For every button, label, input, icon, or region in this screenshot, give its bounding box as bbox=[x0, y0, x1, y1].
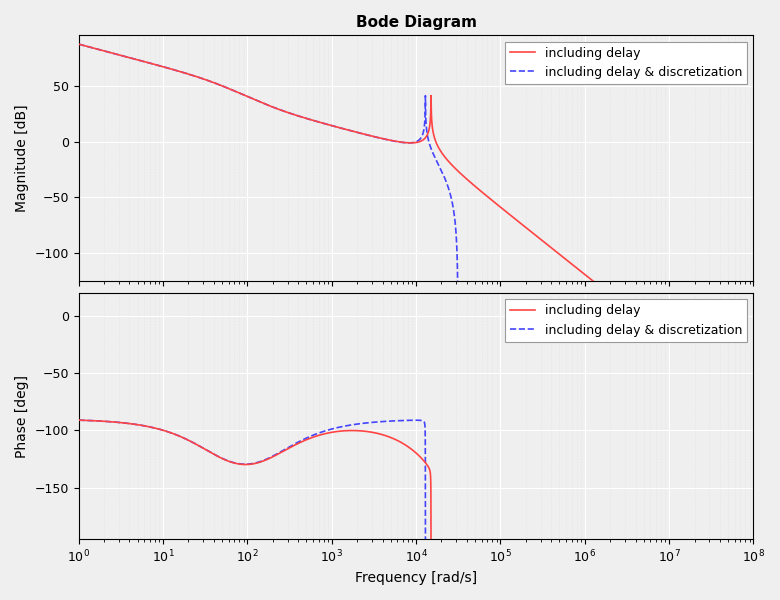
Line: including delay & discretization: including delay & discretization bbox=[79, 44, 458, 385]
including delay bbox=[242, 92, 251, 100]
including delay & discretization bbox=[285, 443, 295, 450]
including delay & discretization bbox=[394, 417, 403, 424]
Line: including delay: including delay bbox=[79, 420, 753, 600]
including delay & discretization bbox=[453, 381, 463, 388]
including delay & discretization bbox=[74, 416, 83, 424]
X-axis label: Frequency [rad/s]: Frequency [rad/s] bbox=[355, 571, 477, 585]
including delay & discretization bbox=[285, 110, 295, 117]
Line: including delay: including delay bbox=[79, 44, 753, 409]
including delay & discretization bbox=[307, 116, 317, 124]
including delay & discretization bbox=[335, 424, 344, 431]
including delay & discretization bbox=[321, 121, 330, 128]
Legend: including delay, including delay & discretization: including delay, including delay & discr… bbox=[505, 41, 747, 84]
including delay bbox=[74, 416, 83, 424]
Line: including delay & discretization: including delay & discretization bbox=[79, 420, 458, 600]
Legend: including delay, including delay & discretization: including delay, including delay & discr… bbox=[505, 299, 747, 341]
including delay bbox=[705, 370, 714, 377]
Y-axis label: Magnitude [dB]: Magnitude [dB] bbox=[15, 104, 29, 212]
including delay bbox=[749, 405, 758, 412]
including delay & discretization bbox=[394, 139, 403, 146]
Title: Bode Diagram: Bode Diagram bbox=[356, 15, 477, 30]
including delay bbox=[393, 437, 402, 444]
including delay bbox=[482, 193, 491, 200]
including delay & discretization bbox=[321, 427, 330, 434]
including delay bbox=[74, 41, 83, 48]
including delay bbox=[242, 461, 251, 468]
Y-axis label: Phase [deg]: Phase [deg] bbox=[15, 374, 29, 458]
including delay & discretization bbox=[335, 124, 344, 131]
including delay & discretization bbox=[307, 432, 317, 439]
including delay & discretization bbox=[441, 178, 451, 185]
including delay bbox=[507, 213, 516, 220]
including delay & discretization bbox=[74, 41, 83, 48]
including delay bbox=[557, 253, 566, 260]
including delay bbox=[393, 138, 402, 145]
